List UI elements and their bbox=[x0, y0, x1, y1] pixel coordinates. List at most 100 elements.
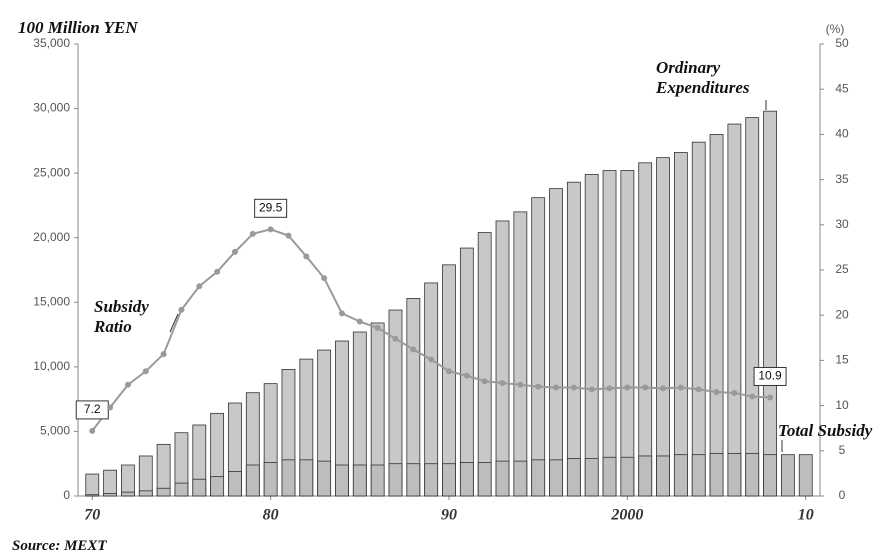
data-label: 29.5 bbox=[259, 200, 283, 214]
bar bbox=[620, 456, 635, 497]
point bbox=[606, 385, 613, 392]
bar bbox=[263, 462, 278, 497]
y2-tick-label: 40 bbox=[835, 127, 849, 141]
x-tick-label: 2000 bbox=[610, 507, 643, 524]
point bbox=[285, 232, 292, 239]
bar bbox=[424, 463, 439, 497]
y-tick-label: 25,000 bbox=[33, 165, 70, 179]
point bbox=[214, 268, 221, 275]
bar bbox=[174, 482, 189, 497]
y-tick-label: 5,000 bbox=[40, 424, 70, 438]
y2-tick-label: 20 bbox=[835, 307, 849, 321]
bar bbox=[317, 460, 332, 497]
y-tick-label: 10,000 bbox=[33, 359, 70, 373]
point bbox=[303, 253, 310, 260]
bar bbox=[477, 462, 492, 497]
bar bbox=[85, 494, 100, 497]
series-label: Subsidy Ratio bbox=[94, 297, 149, 336]
bar bbox=[513, 460, 528, 497]
data-label: 10.9 bbox=[758, 369, 782, 383]
bar bbox=[584, 458, 599, 497]
y2-label: (%) bbox=[826, 22, 845, 36]
bar bbox=[531, 197, 546, 497]
x-tick-label: 10 bbox=[798, 507, 814, 524]
bar bbox=[584, 174, 599, 497]
point bbox=[588, 386, 595, 393]
bar bbox=[85, 473, 100, 497]
point bbox=[160, 351, 167, 358]
bar bbox=[245, 464, 260, 497]
bar bbox=[406, 463, 421, 497]
bar bbox=[370, 464, 385, 497]
bar bbox=[103, 469, 118, 497]
y2-tick-label: 45 bbox=[835, 81, 849, 95]
bar bbox=[656, 455, 670, 497]
series-label: Total Subsidy bbox=[778, 421, 873, 440]
bar bbox=[192, 478, 207, 497]
bar bbox=[442, 264, 456, 497]
bar bbox=[566, 181, 581, 497]
point bbox=[231, 248, 238, 255]
bar bbox=[602, 170, 617, 497]
bar bbox=[495, 220, 510, 497]
point bbox=[517, 381, 524, 388]
point bbox=[142, 368, 149, 375]
bar bbox=[156, 487, 171, 497]
y2-tick-label: 10 bbox=[835, 398, 849, 412]
point bbox=[374, 324, 381, 331]
bar bbox=[495, 460, 510, 497]
bar bbox=[566, 458, 581, 497]
x-tick-label: 80 bbox=[263, 507, 279, 524]
y-tick-label: 20,000 bbox=[33, 230, 70, 244]
bar bbox=[138, 455, 153, 497]
bar bbox=[459, 247, 474, 497]
x-tick-label: 90 bbox=[441, 507, 457, 524]
bar bbox=[602, 456, 617, 497]
bar bbox=[673, 152, 688, 497]
point bbox=[196, 283, 203, 290]
point bbox=[677, 384, 684, 391]
bar bbox=[727, 123, 742, 497]
bar bbox=[442, 463, 456, 497]
bar bbox=[228, 471, 242, 497]
point bbox=[124, 381, 131, 388]
bar bbox=[388, 463, 403, 497]
bar bbox=[727, 452, 742, 497]
bar bbox=[780, 454, 795, 497]
y-tick-label: 30,000 bbox=[33, 101, 70, 115]
bar bbox=[620, 170, 635, 497]
data-label-box bbox=[75, 400, 109, 420]
bar bbox=[763, 454, 777, 497]
chart-title: 100 Million YEN bbox=[18, 18, 138, 37]
leader bbox=[169, 313, 179, 333]
point bbox=[553, 384, 560, 391]
point bbox=[570, 384, 577, 391]
point bbox=[428, 356, 435, 363]
y-tick-label: 35,000 bbox=[33, 36, 70, 50]
bar bbox=[477, 232, 492, 497]
bar bbox=[691, 141, 706, 497]
y2-tick-label: 30 bbox=[835, 217, 849, 231]
y2-tick-label: 50 bbox=[835, 36, 849, 50]
point bbox=[356, 318, 363, 325]
y2-tick-label: 15 bbox=[835, 353, 849, 367]
bar bbox=[709, 133, 724, 497]
bar bbox=[691, 454, 706, 497]
bar bbox=[352, 464, 367, 497]
point bbox=[731, 389, 738, 396]
point bbox=[463, 372, 470, 379]
point bbox=[178, 306, 185, 313]
point bbox=[481, 378, 488, 385]
point bbox=[392, 335, 399, 342]
point bbox=[660, 385, 667, 392]
y-tick-label: 0 bbox=[63, 488, 70, 502]
y2-tick-label: 5 bbox=[839, 443, 846, 457]
data-label-box bbox=[254, 198, 288, 218]
bar bbox=[513, 211, 528, 497]
data-label-box bbox=[753, 366, 787, 386]
bar bbox=[745, 117, 760, 497]
bar bbox=[656, 157, 670, 497]
point bbox=[642, 384, 649, 391]
